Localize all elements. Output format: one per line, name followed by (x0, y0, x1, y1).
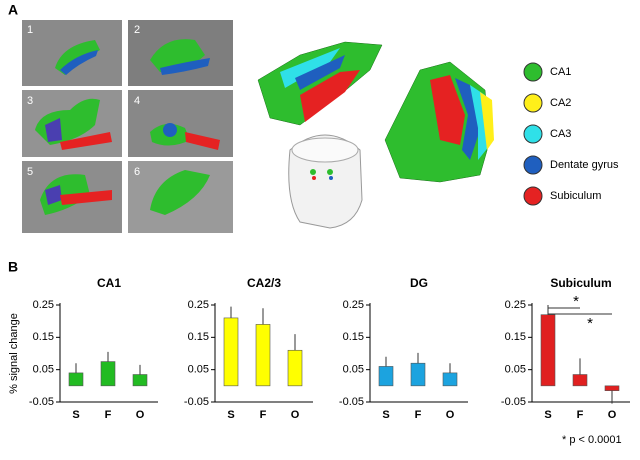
y-tick-label: 0.15 (343, 331, 364, 343)
y-tick-label: -0.05 (501, 396, 526, 408)
hippocampus-3d (257, 41, 494, 183)
y-tick-label: 0.25 (188, 299, 209, 311)
slice-number: 4 (134, 95, 140, 107)
legend: CA1 CA2 CA3 Dentate gyrus Subiculum (523, 62, 619, 206)
legend-swatch (523, 155, 543, 175)
bar (442, 372, 458, 387)
y-tick-label: 0.15 (33, 331, 54, 343)
y-tick-label: 0.15 (505, 331, 526, 343)
y-tick-label: 0.05 (343, 364, 364, 376)
legend-swatch (523, 62, 543, 82)
significance-label: * (573, 293, 579, 310)
slice-number: 1 (27, 24, 33, 36)
bar (68, 372, 84, 387)
bar (572, 374, 588, 387)
chart-title: CA1 (97, 276, 121, 290)
x-tick-label: O (291, 409, 300, 421)
panel-label: B (8, 259, 18, 275)
x-tick-label: S (72, 409, 79, 421)
charts: CA1 % signal change -0.05 0.05 0.15 0.25 S F O CA… (8, 276, 630, 421)
slice-number: 2 (134, 24, 140, 36)
chart-title: CA2/3 (247, 276, 281, 290)
bar (410, 362, 426, 387)
bar (255, 324, 271, 387)
bar (287, 349, 303, 387)
x-tick-label: O (446, 409, 455, 421)
head-model (288, 134, 363, 229)
y-tick-label: 0.05 (33, 364, 54, 376)
slice-number: 6 (134, 166, 140, 178)
legend-label: CA1 (550, 66, 571, 78)
bar (378, 366, 394, 387)
bar (100, 361, 116, 387)
bar (223, 317, 239, 387)
y-tick-label: 0.05 (188, 364, 209, 376)
mri-slices (22, 20, 233, 233)
x-tick-label: S (227, 409, 234, 421)
x-tick-label: S (382, 409, 389, 421)
significance-label: * (587, 315, 593, 332)
y-tick-label: -0.05 (29, 396, 54, 408)
legend-label: CA2 (550, 97, 571, 109)
panel-label: A (8, 2, 18, 18)
bar (132, 374, 148, 387)
legend-label: Dentate gyrus (550, 159, 619, 171)
y-tick-label: 0.25 (343, 299, 364, 311)
legend-label: CA3 (550, 128, 571, 140)
bar (604, 385, 620, 391)
x-tick-label: O (136, 409, 145, 421)
legend-label: Subiculum (550, 190, 601, 202)
x-tick-label: F (415, 409, 422, 421)
x-tick-label: O (608, 409, 617, 421)
y-tick-label: 0.25 (33, 299, 54, 311)
legend-swatch (523, 93, 543, 113)
x-tick-label: F (577, 409, 584, 421)
y-tick-label: 0.05 (505, 364, 526, 376)
slice-number: 3 (27, 95, 33, 107)
y-tick-label: -0.05 (184, 396, 209, 408)
slice-number: 5 (27, 166, 33, 178)
bar (540, 314, 556, 387)
y-tick-label: 0.15 (188, 331, 209, 343)
slice-numbers: 1 2 3 4 5 6 (27, 24, 140, 178)
footnote: * p < 0.0001 (562, 434, 622, 446)
y-axis-label: % signal change (8, 313, 20, 394)
x-tick-label: F (105, 409, 112, 421)
x-tick-label: S (544, 409, 551, 421)
y-tick-label: 0.25 (505, 299, 526, 311)
legend-swatch (523, 186, 543, 206)
chart-title: Subiculum (550, 276, 611, 290)
y-tick-label: -0.05 (339, 396, 364, 408)
legend-swatch (523, 124, 543, 144)
x-tick-label: F (260, 409, 267, 421)
chart-title: DG (410, 276, 428, 290)
